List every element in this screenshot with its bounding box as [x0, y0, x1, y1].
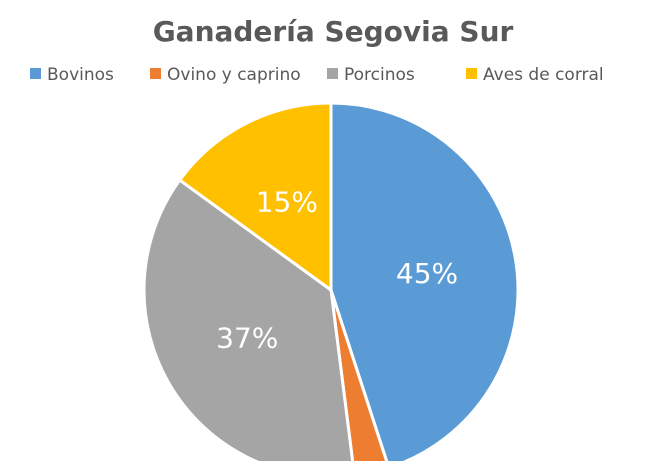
legend-swatch [150, 68, 161, 79]
legend-label: Bovinos [47, 65, 114, 85]
pie-slice [329, 289, 389, 461]
data-label: 15% [256, 185, 318, 218]
data-label: 45% [396, 257, 458, 290]
legend-label: Aves de corral [483, 65, 604, 85]
legend-label: Ovino y caprino [167, 65, 301, 85]
pie-slice [142, 177, 355, 461]
legend-swatch [30, 68, 41, 79]
legend-label: Porcinos [344, 65, 415, 85]
data-label: 37% [216, 321, 278, 354]
pie-slice [177, 101, 333, 293]
pie-slice [329, 101, 520, 461]
legend-swatch [327, 68, 338, 79]
legend-swatch [466, 68, 477, 79]
chart-title: Ganadería Segovia Sur [153, 15, 514, 48]
